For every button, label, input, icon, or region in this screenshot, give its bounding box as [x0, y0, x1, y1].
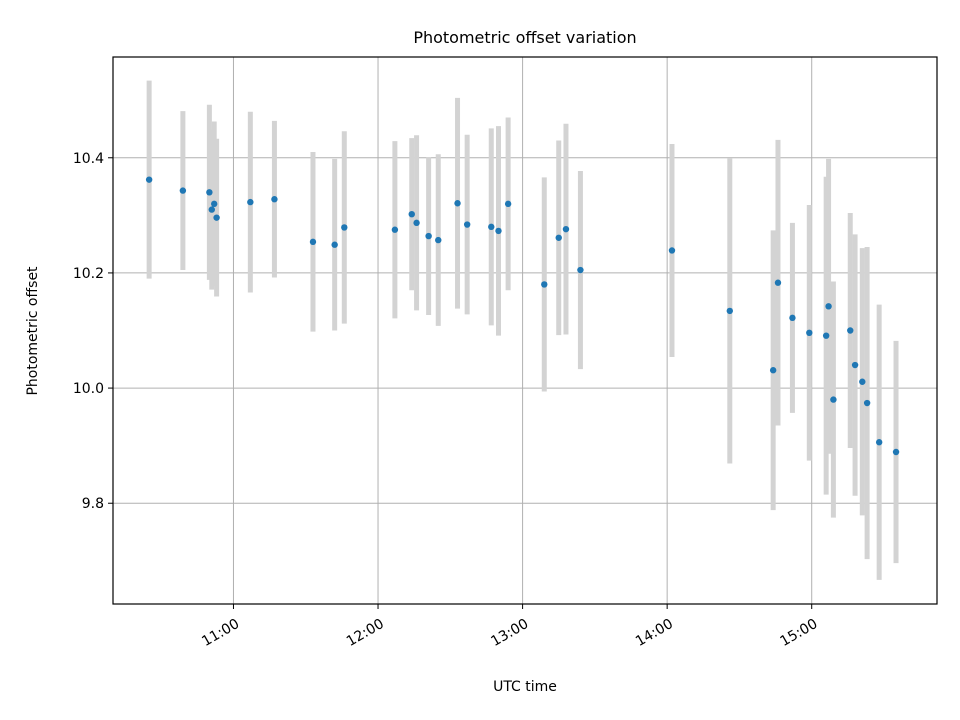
data-point: [210, 200, 218, 208]
plot-frame: [112, 56, 938, 605]
data-point: [454, 200, 461, 207]
data-point: [847, 327, 854, 334]
data-point: [555, 234, 562, 241]
y-tick-label: 9.8: [82, 496, 104, 512]
chart-title: Photometric offset variation: [413, 28, 636, 47]
data-point: [413, 219, 420, 227]
data-point: [341, 224, 348, 231]
plot-area: [113, 57, 937, 604]
data-point: [830, 396, 837, 403]
data-point: [806, 329, 813, 337]
y-tick-label: 10.0: [73, 381, 104, 397]
data-point: [822, 332, 830, 339]
data-point: [892, 448, 900, 456]
data-point: [577, 266, 584, 274]
data-point: [825, 303, 832, 310]
data-point: [504, 200, 512, 208]
data-point: [789, 314, 796, 322]
data-point: [863, 399, 871, 407]
y-tick-label: 10.2: [73, 266, 104, 282]
data-point: [541, 281, 548, 288]
data-point: [488, 223, 495, 231]
data-point: [213, 214, 220, 221]
data-point: [408, 210, 415, 218]
data-point: [859, 378, 866, 385]
data-points: [145, 176, 900, 456]
data-point: [435, 236, 442, 244]
data-point: [495, 227, 502, 235]
data-point: [562, 225, 570, 233]
data-point: [769, 367, 777, 374]
data-point: [463, 221, 471, 228]
y-tick-label: 10.4: [73, 151, 104, 167]
data-point: [331, 241, 338, 248]
data-point: [668, 247, 676, 254]
data-point: [271, 196, 278, 203]
x-axis-label: UTC time: [493, 679, 557, 695]
data-point: [145, 176, 153, 183]
data-point: [425, 232, 432, 240]
data-point: [247, 198, 254, 206]
data-point: [391, 226, 399, 233]
y-axis-label: Photometric offset: [25, 266, 41, 396]
data-point: [309, 238, 317, 246]
data-point: [774, 279, 782, 286]
data-point: [851, 361, 859, 369]
data-point: [726, 307, 733, 315]
data-point: [206, 189, 213, 196]
data-point: [179, 187, 187, 194]
data-point: [208, 206, 215, 213]
data-point: [875, 439, 883, 446]
